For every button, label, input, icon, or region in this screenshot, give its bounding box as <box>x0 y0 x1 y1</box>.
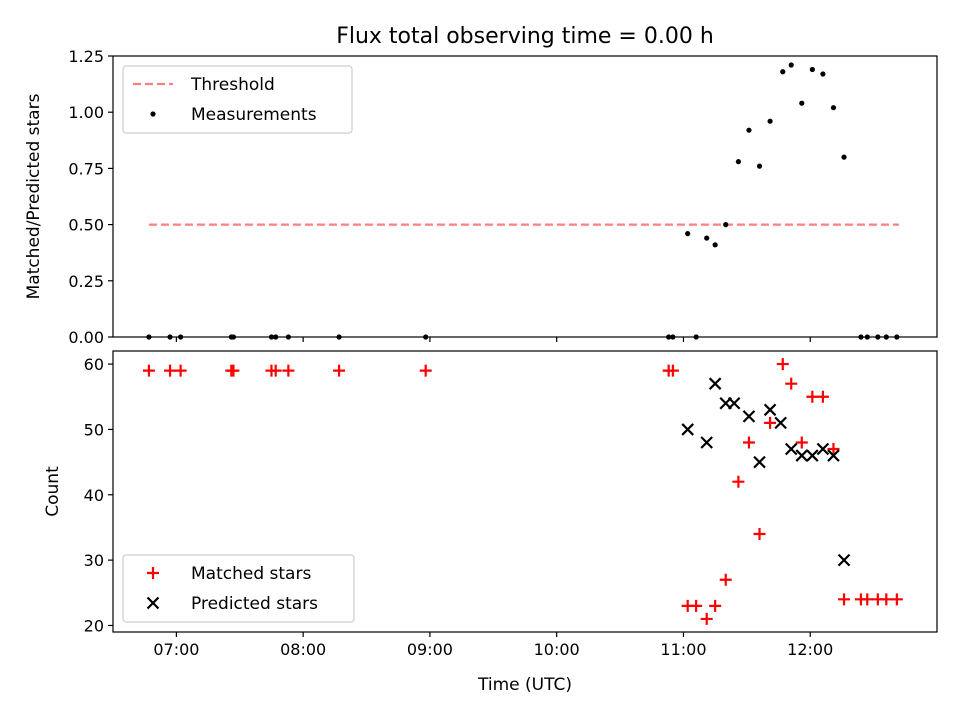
data-point <box>704 235 710 241</box>
y-tick-label: 0.50 <box>68 216 104 235</box>
data-point <box>685 230 691 237</box>
x-tick-label: 11:00 <box>660 640 706 659</box>
data-point <box>742 410 756 423</box>
data-point <box>799 100 805 106</box>
y-tick-label: 40 <box>84 486 104 505</box>
legend-label: Predicted stars <box>191 594 318 614</box>
legend-label: Threshold <box>190 75 275 95</box>
data-point <box>827 443 840 456</box>
data-point <box>890 593 903 606</box>
legend: Threshold Measurements <box>122 65 353 134</box>
data-point <box>709 599 722 612</box>
data-point <box>837 553 851 567</box>
data-point <box>333 364 346 377</box>
y-tick-label: 30 <box>84 551 104 570</box>
data-point <box>838 593 851 606</box>
data-point <box>732 475 745 488</box>
data-point <box>735 159 741 165</box>
data-point <box>753 455 766 469</box>
data-point <box>776 358 789 371</box>
data-point <box>763 403 777 417</box>
data-point <box>795 449 809 462</box>
legend-label: Matched stars <box>191 564 311 584</box>
x-tick-label: 10:00 <box>534 640 580 659</box>
data-point <box>767 118 773 124</box>
data-point <box>816 390 829 403</box>
data-point <box>742 436 755 449</box>
data-point <box>681 423 694 436</box>
data-point <box>841 154 847 160</box>
data-point <box>269 364 282 377</box>
legend-box <box>122 554 355 623</box>
data-point <box>700 436 713 449</box>
y-tick-label: 20 <box>84 616 104 635</box>
data-point <box>806 390 819 403</box>
data-point <box>227 364 240 377</box>
y-tick-label: 1.25 <box>68 47 104 66</box>
legend-label: Measurements <box>191 105 317 125</box>
x-axis-label: Time (UTC) <box>477 675 572 695</box>
chart-title: Flux total observing time = 0.00 h <box>336 24 714 49</box>
bottom-panel: 07:00 08:00 09:00 10:00 11:00 12:00 20 30 40 50 60… <box>43 350 938 659</box>
data-point <box>723 222 729 228</box>
data-point <box>809 66 815 73</box>
data-point <box>785 377 798 390</box>
legend-marker <box>147 567 159 579</box>
data-point <box>830 105 837 111</box>
x-tick-label: 07:00 <box>153 640 199 659</box>
legend: Matched stars Predicted stars <box>122 554 355 623</box>
data-point <box>820 71 826 77</box>
y-axis-label: Count <box>43 466 63 517</box>
data-point <box>880 593 893 606</box>
data-point <box>795 436 808 449</box>
data-point <box>784 442 798 456</box>
y-axis-label: Matched/Predicted stars <box>24 93 44 299</box>
series-matched-stars <box>142 358 903 625</box>
series-predicted-stars <box>681 377 851 567</box>
y-tick-label: 1.00 <box>68 103 104 122</box>
data-point <box>861 593 874 606</box>
data-point <box>690 599 703 612</box>
legend-marker <box>146 596 160 610</box>
data-point <box>780 69 786 75</box>
data-point <box>756 163 763 169</box>
x-tick-label: 08:00 <box>280 640 326 659</box>
y-tick-label: 0.25 <box>68 272 104 291</box>
x-tick-label: 12:00 <box>787 640 833 659</box>
y-tick-label: 0.00 <box>68 328 104 347</box>
data-point <box>142 364 155 377</box>
data-point <box>174 364 187 377</box>
data-point <box>719 573 732 586</box>
data-point <box>164 364 177 377</box>
data-point <box>753 527 766 540</box>
data-point <box>419 364 432 377</box>
data-point <box>774 416 787 430</box>
data-point <box>764 416 777 429</box>
data-point <box>827 449 840 462</box>
top-panel: 0.00 0.25 0.50 0.75 1.00 1.25 Matched/Predicte… <box>24 47 938 347</box>
data-point <box>708 377 722 390</box>
legend-box <box>122 65 353 134</box>
data-point <box>746 127 752 133</box>
data-point <box>712 242 718 248</box>
y-tick-label: 50 <box>84 420 104 439</box>
data-point <box>816 442 830 456</box>
plot-frame <box>112 55 938 338</box>
data-point <box>666 364 679 377</box>
data-point <box>806 449 819 462</box>
data-point <box>788 62 794 68</box>
legend-marker <box>150 111 156 117</box>
data-point <box>727 397 741 410</box>
y-tick-label: 0.75 <box>68 159 104 178</box>
data-point <box>282 364 295 377</box>
data-point <box>700 612 713 625</box>
plot-frame <box>112 350 938 633</box>
x-tick-label: 09:00 <box>407 640 453 659</box>
y-tick-label: 60 <box>84 355 104 374</box>
